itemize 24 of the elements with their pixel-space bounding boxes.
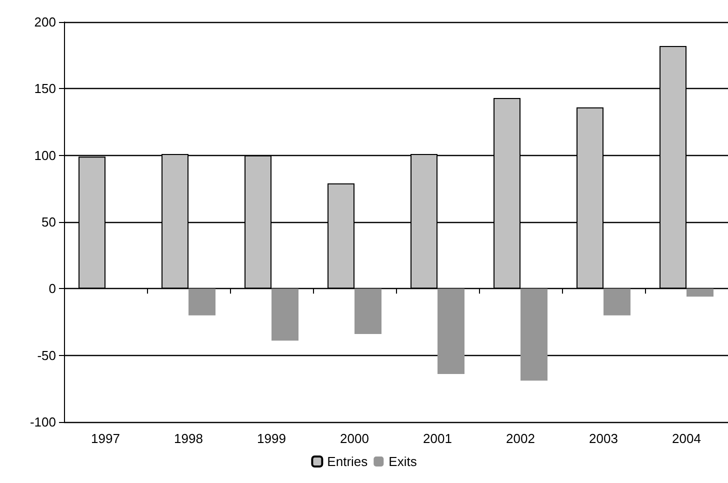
y-tick-label: 200 [34,14,56,30]
bar [354,288,382,334]
y-tick-label: 100 [34,148,56,163]
x-tick-label: 1997 [91,431,120,446]
x-tick-label: 2004 [672,431,701,446]
y-tick-label: 50 [42,214,56,230]
x-tick-label: 2003 [589,431,618,446]
x-tick-label: 1998 [174,431,203,446]
x-tick-label: 2001 [423,431,452,446]
y-tick-label: 0 [48,281,56,296]
bar [604,288,630,316]
y-tick-label: 150 [34,81,56,96]
x-tick-label: 1999 [257,431,286,446]
y-tick-label: -100 [30,414,56,430]
bar [686,288,714,297]
legend-label: Entries [327,454,368,469]
bar [438,288,464,374]
bar [272,288,298,341]
bar [188,288,216,316]
y-tick-label: -50 [37,348,56,363]
bar [520,288,548,381]
x-tick-label: 2000 [340,431,369,446]
legend-label: Exits [388,454,418,469]
x-tick-label: 2002 [506,431,535,446]
